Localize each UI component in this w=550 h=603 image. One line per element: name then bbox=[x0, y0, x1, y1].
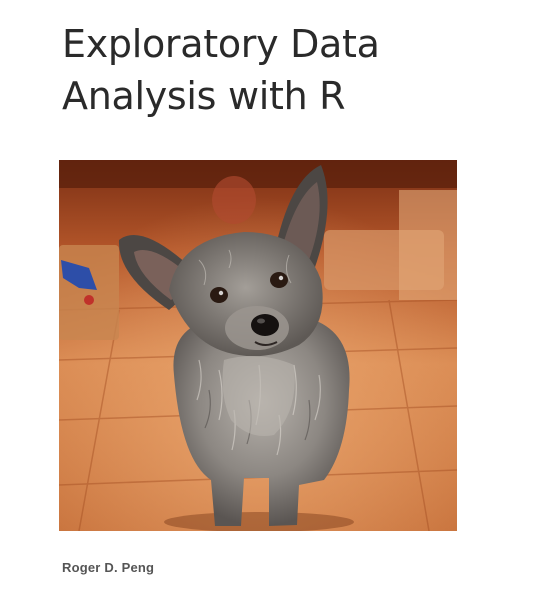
dog-nose bbox=[251, 314, 279, 336]
dog-photo-illustration bbox=[59, 160, 457, 531]
book-title: Exploratory Data Analysis with R bbox=[62, 18, 380, 122]
title-line-1: Exploratory Data bbox=[62, 18, 380, 70]
dog-right-eye bbox=[270, 272, 288, 288]
cover-photo bbox=[59, 160, 457, 531]
toy-red bbox=[84, 295, 94, 305]
title-line-2: Analysis with R bbox=[62, 70, 380, 122]
dog-left-eye bbox=[210, 287, 228, 303]
author-name: Roger D. Peng bbox=[62, 560, 154, 575]
